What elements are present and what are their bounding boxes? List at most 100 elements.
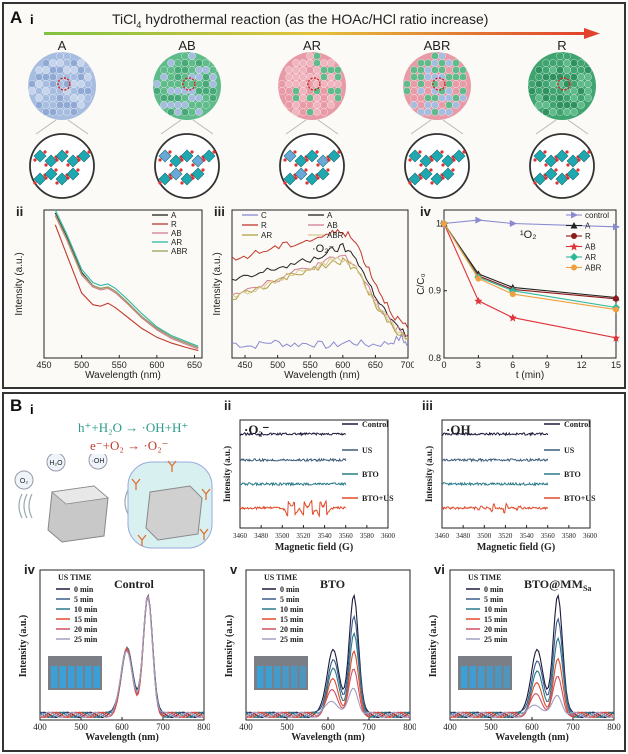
sphere-bead <box>577 80 585 88</box>
sphere-bead <box>417 94 425 102</box>
zoom-line <box>192 119 214 135</box>
octahedron <box>441 167 455 181</box>
sphere-bead <box>160 73 168 81</box>
legend-title: US TIME <box>58 573 91 582</box>
oxygen-atom <box>293 150 297 154</box>
x-axis-label: Magnetic field (G) <box>477 542 555 553</box>
octahedron <box>283 172 297 186</box>
sphere-bead <box>70 87 78 95</box>
oxygen-atom <box>337 150 341 154</box>
cuvette <box>486 666 493 688</box>
sphere-bead <box>452 73 460 81</box>
legend-label: 20 min <box>280 625 304 634</box>
legend-label: 25 min <box>484 635 508 644</box>
sphere-bead <box>410 94 418 102</box>
legend-label: 15 min <box>280 615 304 624</box>
sphere-bead <box>292 73 300 81</box>
x-tick-label: 700 <box>156 722 170 732</box>
sphere-bead <box>438 66 446 74</box>
panel-a-letter: A <box>10 8 23 27</box>
sphere-bead <box>570 87 578 95</box>
legend-label: 0 min <box>484 585 504 594</box>
plot-frame <box>39 569 205 721</box>
oxygen-atom <box>212 150 216 154</box>
equation-o2: e⁻+O₂ → ·O₂⁻ <box>90 438 169 453</box>
sphere-bead <box>424 101 432 109</box>
sphere-bead <box>56 87 64 95</box>
sphere-bead <box>556 59 564 67</box>
oxygen-atom <box>462 150 466 154</box>
x-tick-label: 600 <box>525 722 539 732</box>
highlight-circle <box>57 77 71 91</box>
zoom-line <box>317 119 339 135</box>
sphere-bead <box>424 87 432 95</box>
sphere-bead <box>292 101 300 109</box>
x-tick-label: 3460 <box>435 532 450 540</box>
sphere-bead <box>403 87 411 95</box>
octahedron <box>430 172 444 186</box>
octahedron <box>158 172 172 186</box>
spectrum-20-min <box>245 668 410 718</box>
sphere-bead <box>167 94 175 102</box>
octahedron <box>77 149 91 163</box>
sphere-bead <box>334 66 342 74</box>
sphere-bead <box>292 59 300 67</box>
cuvette-photo <box>48 656 102 690</box>
oxygen-atom <box>577 158 581 162</box>
chart-title: BTO <box>320 577 345 591</box>
sphere-bead <box>306 59 314 67</box>
legend-label: AB <box>585 243 596 252</box>
sphere-bead <box>70 66 78 74</box>
sphere-bead <box>299 108 307 116</box>
sphere-bead <box>49 108 57 116</box>
sphere-bead <box>56 101 64 109</box>
oxygen-atom <box>54 168 58 172</box>
chart-title: BTO@MMSa <box>524 577 591 593</box>
sphere-bead <box>570 94 578 102</box>
sphere-label: AB <box>178 38 195 53</box>
oxygen-atom <box>202 158 206 162</box>
sphere-bead <box>549 94 557 102</box>
sphere-bead <box>84 94 92 102</box>
sphere-bead <box>188 94 196 102</box>
sphere-bead <box>42 108 50 116</box>
marker <box>509 219 517 227</box>
oxygen-atom <box>326 168 330 172</box>
y-axis-label: Intensity (a.u.) <box>428 615 439 678</box>
octahedron <box>33 172 47 186</box>
sphere-bead <box>77 94 85 102</box>
marker <box>475 275 482 282</box>
x-tick-label: 3480 <box>456 532 471 540</box>
sphere-bead <box>167 66 175 74</box>
sphere-bead <box>70 59 78 67</box>
sphere-bead <box>174 87 182 95</box>
sphere-bead <box>542 59 550 67</box>
sphere-bead <box>77 87 85 95</box>
sphere-bead <box>320 94 328 102</box>
antibody-icon <box>201 488 211 500</box>
sphere-bead <box>438 108 446 116</box>
x-tick-label: 0 <box>441 360 446 370</box>
sphere-bead <box>195 59 203 67</box>
oxygen-atom <box>180 181 184 185</box>
antibody-icon <box>131 478 141 490</box>
sphere-bead <box>209 94 217 102</box>
sphere-bead <box>35 73 43 81</box>
oxygen-atom <box>576 168 580 172</box>
sphere-bead <box>327 87 335 95</box>
cuvette <box>93 666 100 688</box>
panel-label: iii <box>214 204 225 219</box>
oxygen-atom <box>418 150 422 154</box>
sphere-bead <box>63 59 71 67</box>
oxygen-atom <box>566 176 570 180</box>
sphere-bead <box>77 80 85 88</box>
x-tick-label: 450 <box>36 360 51 370</box>
oxygen-atom <box>305 158 309 162</box>
sphere-bead <box>174 80 182 88</box>
octahedron <box>544 167 558 181</box>
spectrum-0-min <box>245 593 411 718</box>
cuvette <box>291 666 298 688</box>
x-tick-label: 3 <box>476 360 481 370</box>
